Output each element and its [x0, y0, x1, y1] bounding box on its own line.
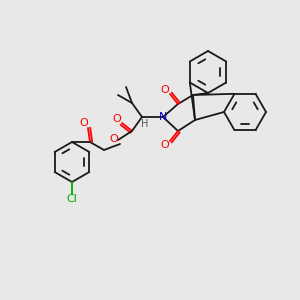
Text: Cl: Cl [67, 194, 77, 204]
Text: O: O [80, 118, 88, 128]
Text: H: H [141, 119, 149, 129]
Text: N: N [159, 112, 167, 122]
Text: O: O [160, 140, 169, 150]
Text: O: O [110, 134, 118, 144]
Text: O: O [112, 114, 122, 124]
Text: O: O [160, 85, 169, 95]
